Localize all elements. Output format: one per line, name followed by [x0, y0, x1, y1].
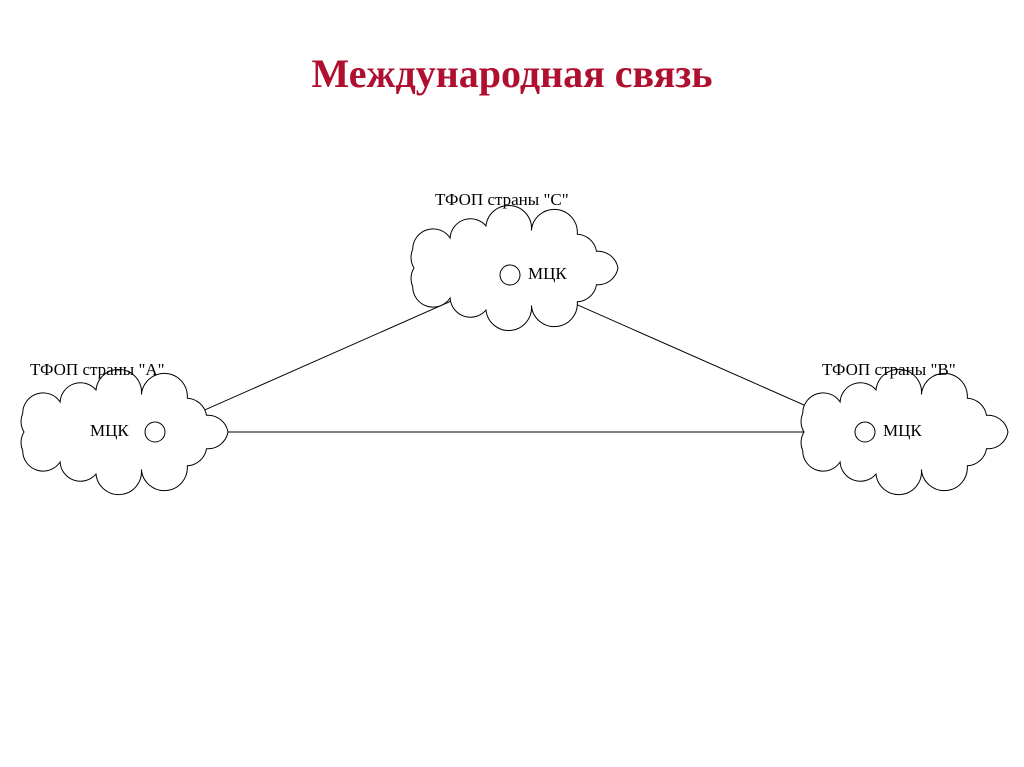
cloud-label-c: ТФОП страны "C" [435, 190, 569, 210]
cloud-label-b: ТФОП страны "B" [822, 360, 956, 380]
node-circle-a [145, 422, 165, 442]
node-label-b: МЦК [883, 421, 922, 441]
node-label-a: МЦК [90, 421, 129, 441]
node-circle-b [855, 422, 875, 442]
node-circle-c [500, 265, 520, 285]
node-label-c: МЦК [528, 264, 567, 284]
network-diagram [0, 0, 1024, 767]
edge-a-c [167, 280, 498, 426]
cloud-label-a: ТФОП страны "A" [30, 360, 165, 380]
